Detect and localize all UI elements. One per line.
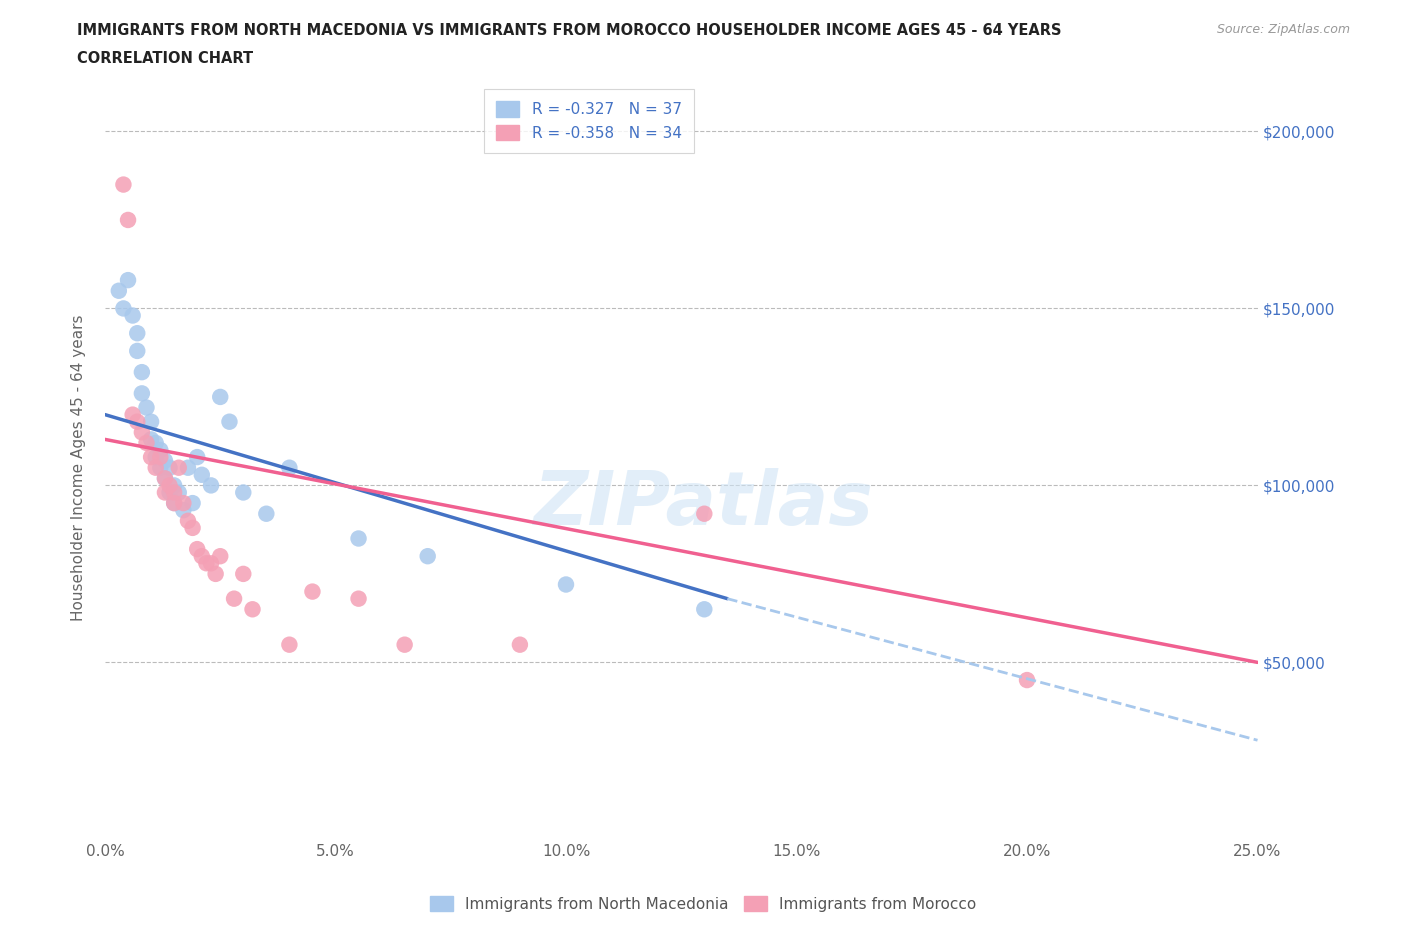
Point — [121, 308, 143, 323]
Point — [209, 390, 232, 405]
Point — [204, 566, 226, 581]
Point — [127, 343, 149, 358]
Point — [181, 496, 204, 511]
Point — [117, 213, 139, 228]
Point — [149, 460, 172, 475]
Point — [117, 272, 139, 287]
Point — [131, 386, 153, 401]
Point — [163, 496, 186, 511]
Point — [135, 435, 157, 450]
Point — [139, 449, 162, 464]
Point — [509, 637, 531, 652]
Point — [153, 453, 176, 468]
Legend: Immigrants from North Macedonia, Immigrants from Morocco: Immigrants from North Macedonia, Immigra… — [423, 889, 983, 918]
Point — [218, 414, 240, 429]
Point — [177, 460, 200, 475]
Point — [145, 449, 167, 464]
Point — [1015, 672, 1038, 687]
Point — [153, 471, 176, 485]
Point — [555, 578, 578, 592]
Text: Source: ZipAtlas.com: Source: ZipAtlas.com — [1216, 23, 1350, 36]
Text: IMMIGRANTS FROM NORTH MACEDONIA VS IMMIGRANTS FROM MOROCCO HOUSEHOLDER INCOME AG: IMMIGRANTS FROM NORTH MACEDONIA VS IMMIG… — [77, 23, 1062, 38]
Point — [278, 460, 301, 475]
Point — [200, 556, 222, 571]
Point — [347, 591, 370, 606]
Point — [163, 496, 186, 511]
Point — [145, 435, 167, 450]
Point — [139, 414, 162, 429]
Point — [163, 478, 186, 493]
Point — [191, 468, 214, 483]
Point — [153, 471, 176, 485]
Point — [167, 460, 190, 475]
Point — [159, 460, 181, 475]
Point — [153, 485, 176, 500]
Point — [416, 549, 439, 564]
Point — [139, 432, 162, 446]
Point — [145, 460, 167, 475]
Point — [149, 443, 172, 458]
Point — [181, 521, 204, 536]
Point — [127, 414, 149, 429]
Point — [135, 400, 157, 415]
Point — [200, 478, 222, 493]
Point — [112, 177, 135, 192]
Y-axis label: Householder Income Ages 45 - 64 years: Householder Income Ages 45 - 64 years — [72, 314, 86, 621]
Point — [167, 485, 190, 500]
Point — [163, 485, 186, 500]
Point — [131, 365, 153, 379]
Point — [242, 602, 264, 617]
Point — [127, 326, 149, 340]
Point — [186, 541, 208, 556]
Legend: R = -0.327   N = 37, R = -0.358   N = 34: R = -0.327 N = 37, R = -0.358 N = 34 — [484, 89, 693, 153]
Point — [108, 284, 131, 299]
Point — [186, 449, 208, 464]
Text: CORRELATION CHART: CORRELATION CHART — [77, 51, 253, 66]
Point — [693, 506, 716, 521]
Point — [112, 301, 135, 316]
Point — [232, 485, 254, 500]
Point — [209, 549, 232, 564]
Point — [254, 506, 277, 521]
Point — [159, 478, 181, 493]
Point — [131, 425, 153, 440]
Point — [121, 407, 143, 422]
Point — [195, 556, 218, 571]
Point — [172, 496, 194, 511]
Point — [172, 503, 194, 518]
Point — [149, 449, 172, 464]
Point — [394, 637, 416, 652]
Text: ZIPatlas: ZIPatlas — [534, 469, 875, 541]
Point — [232, 566, 254, 581]
Point — [693, 602, 716, 617]
Point — [177, 513, 200, 528]
Point — [159, 485, 181, 500]
Point — [278, 637, 301, 652]
Point — [301, 584, 323, 599]
Point — [347, 531, 370, 546]
Point — [222, 591, 245, 606]
Point — [191, 549, 214, 564]
